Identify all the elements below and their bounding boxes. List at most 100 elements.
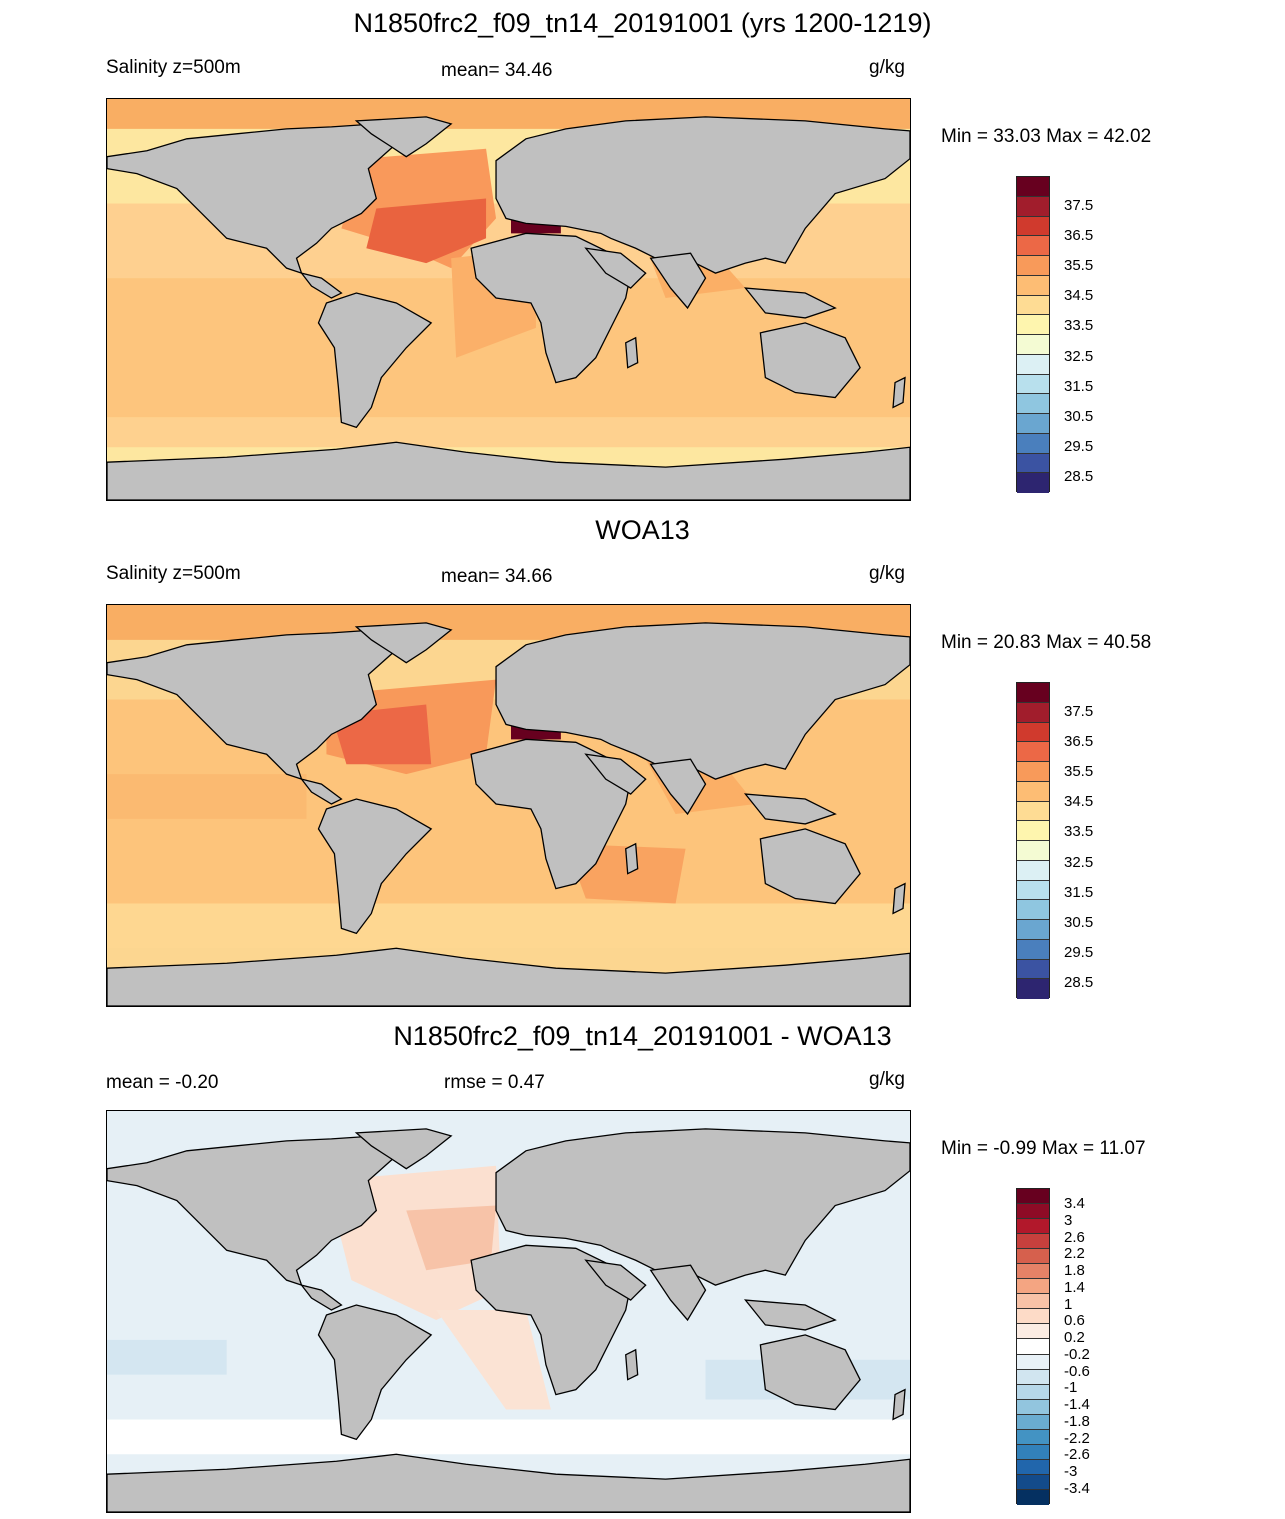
colorbar-swatch bbox=[1017, 1489, 1049, 1505]
colorbar-swatch bbox=[1017, 335, 1049, 355]
land-eurasia bbox=[495, 1128, 910, 1286]
colorbar-swatch bbox=[1017, 453, 1049, 474]
panel2-title: WOA13 bbox=[595, 515, 690, 545]
colorbar-swatch bbox=[1017, 414, 1049, 434]
panel2-units: g/kg bbox=[869, 563, 905, 584]
land-new-zealand bbox=[892, 376, 906, 409]
land-south-america bbox=[317, 798, 433, 935]
land-antarctica bbox=[107, 441, 910, 500]
colorbar-swatch bbox=[1017, 880, 1049, 901]
colorbar-swatch bbox=[1017, 295, 1049, 316]
colorbar-tick-label: -3 bbox=[1064, 1463, 1078, 1480]
colorbar-swatch bbox=[1017, 1234, 1049, 1250]
colorbar-tick-label: 29.5 bbox=[1064, 943, 1094, 961]
panel1-mean-label: mean= 34.46 bbox=[441, 60, 553, 81]
colorbar-swatch bbox=[1017, 354, 1049, 375]
land-madagascar bbox=[625, 842, 639, 875]
colorbar-swatch bbox=[1017, 275, 1049, 296]
colorbar-tick-label: -1.8 bbox=[1064, 1412, 1090, 1430]
colorbar-swatch bbox=[1017, 841, 1049, 861]
colorbar-swatch bbox=[1017, 801, 1049, 822]
colorbar-tick-label: 1 bbox=[1064, 1295, 1073, 1313]
land-new-zealand bbox=[892, 1388, 906, 1421]
colorbar-tick-label: 32.5 bbox=[1064, 853, 1094, 871]
colorbar-tick-label: 37.5 bbox=[1064, 197, 1094, 214]
colorbar-tick-label: 3 bbox=[1064, 1211, 1073, 1229]
land-central-america bbox=[299, 778, 343, 805]
land-north-america bbox=[107, 1135, 408, 1287]
salinity-region bbox=[107, 903, 910, 949]
land-antarctica bbox=[107, 947, 910, 1006]
land-eurasia bbox=[495, 116, 910, 274]
panel2-mean-label: mean= 34.66 bbox=[441, 566, 553, 587]
colorbar-tick-label: -0.6 bbox=[1064, 1362, 1090, 1380]
colorbar-swatch bbox=[1017, 702, 1049, 723]
land-india bbox=[649, 1264, 707, 1322]
colorbar-swatch bbox=[1017, 742, 1049, 762]
land-arabia bbox=[584, 753, 647, 795]
land-africa bbox=[470, 738, 632, 890]
land-se-asia-islands bbox=[743, 1299, 837, 1331]
land-se-asia-islands bbox=[743, 287, 837, 319]
panel3-minmax: Min = -0.99 Max = 11.07 bbox=[941, 1138, 1146, 1159]
panel3-map bbox=[106, 1110, 911, 1513]
land-india bbox=[649, 252, 707, 310]
colorbar-swatch bbox=[1017, 1204, 1049, 1220]
colorbar-swatch bbox=[1017, 1279, 1049, 1295]
colorbar-swatch bbox=[1017, 781, 1049, 802]
colorbar-tick-label: 2.2 bbox=[1064, 1245, 1085, 1263]
colorbar-swatch bbox=[1017, 762, 1049, 782]
land-madagascar bbox=[625, 1348, 639, 1381]
land-australia bbox=[759, 1334, 861, 1411]
colorbar-swatch bbox=[1017, 860, 1049, 881]
land-arabia bbox=[584, 247, 647, 289]
land-north-america bbox=[107, 629, 408, 781]
colorbar-swatch bbox=[1017, 1384, 1049, 1400]
colorbar-tick-label: 34.5 bbox=[1064, 793, 1094, 811]
salinity-region bbox=[107, 1419, 910, 1455]
colorbar-swatch bbox=[1017, 920, 1049, 940]
colorbar-swatch bbox=[1017, 236, 1049, 256]
colorbar-swatch bbox=[1017, 1369, 1049, 1385]
colorbar-tick-label: 36.5 bbox=[1064, 733, 1094, 751]
land-eurasia bbox=[495, 622, 910, 780]
colorbar-tick-label: -3.4 bbox=[1064, 1479, 1090, 1497]
panel2-minmax: Min = 20.83 Max = 40.58 bbox=[941, 632, 1152, 653]
land-australia bbox=[759, 322, 861, 399]
colorbar-swatch bbox=[1017, 1444, 1049, 1460]
colorbar-swatch bbox=[1017, 1339, 1049, 1355]
colorbar-tick-label: -0.2 bbox=[1064, 1345, 1090, 1363]
panel1-title: N1850frc2_f09_tn14_20191001 (yrs 1200-12… bbox=[353, 8, 932, 38]
colorbar-tick-label: -1 bbox=[1064, 1379, 1078, 1397]
panel3-title: N1850frc2_f09_tn14_20191001 - WOA13 bbox=[393, 1021, 892, 1051]
colorbar-swatch bbox=[1017, 1474, 1049, 1490]
salinity-region bbox=[107, 1339, 227, 1375]
land-arabia bbox=[584, 1259, 647, 1301]
colorbar-swatch bbox=[1017, 1354, 1049, 1370]
land-antarctica bbox=[107, 1453, 910, 1512]
colorbar-swatch bbox=[1017, 1429, 1049, 1445]
colorbar-tick-label: 0.6 bbox=[1064, 1312, 1085, 1330]
land-india bbox=[649, 758, 707, 816]
colorbar-tick-label: 32.5 bbox=[1064, 347, 1094, 365]
panel2-colorbar bbox=[1016, 682, 1050, 999]
colorbar-swatch bbox=[1017, 1189, 1049, 1205]
land-south-america bbox=[317, 1304, 433, 1441]
panel2-variable-label: Salinity z=500m bbox=[106, 563, 241, 584]
colorbar-swatch bbox=[1017, 900, 1049, 920]
land-greenland bbox=[354, 116, 453, 158]
land-greenland bbox=[354, 1128, 453, 1170]
colorbar-tick-label: 35.5 bbox=[1064, 763, 1094, 781]
land-north-america bbox=[107, 123, 408, 275]
land-south-america bbox=[317, 292, 433, 429]
salinity-region bbox=[406, 1205, 497, 1271]
colorbar-swatch bbox=[1017, 1414, 1049, 1430]
colorbar-tick-label: 31.5 bbox=[1064, 377, 1094, 395]
colorbar-tick-label: 30.5 bbox=[1064, 913, 1094, 931]
colorbar-swatch bbox=[1017, 821, 1049, 841]
land-new-zealand bbox=[892, 882, 906, 915]
colorbar-swatch bbox=[1017, 177, 1049, 197]
colorbar-tick-label: 33.5 bbox=[1064, 823, 1094, 841]
colorbar-swatch bbox=[1017, 1324, 1049, 1340]
panel1-map bbox=[106, 98, 911, 501]
